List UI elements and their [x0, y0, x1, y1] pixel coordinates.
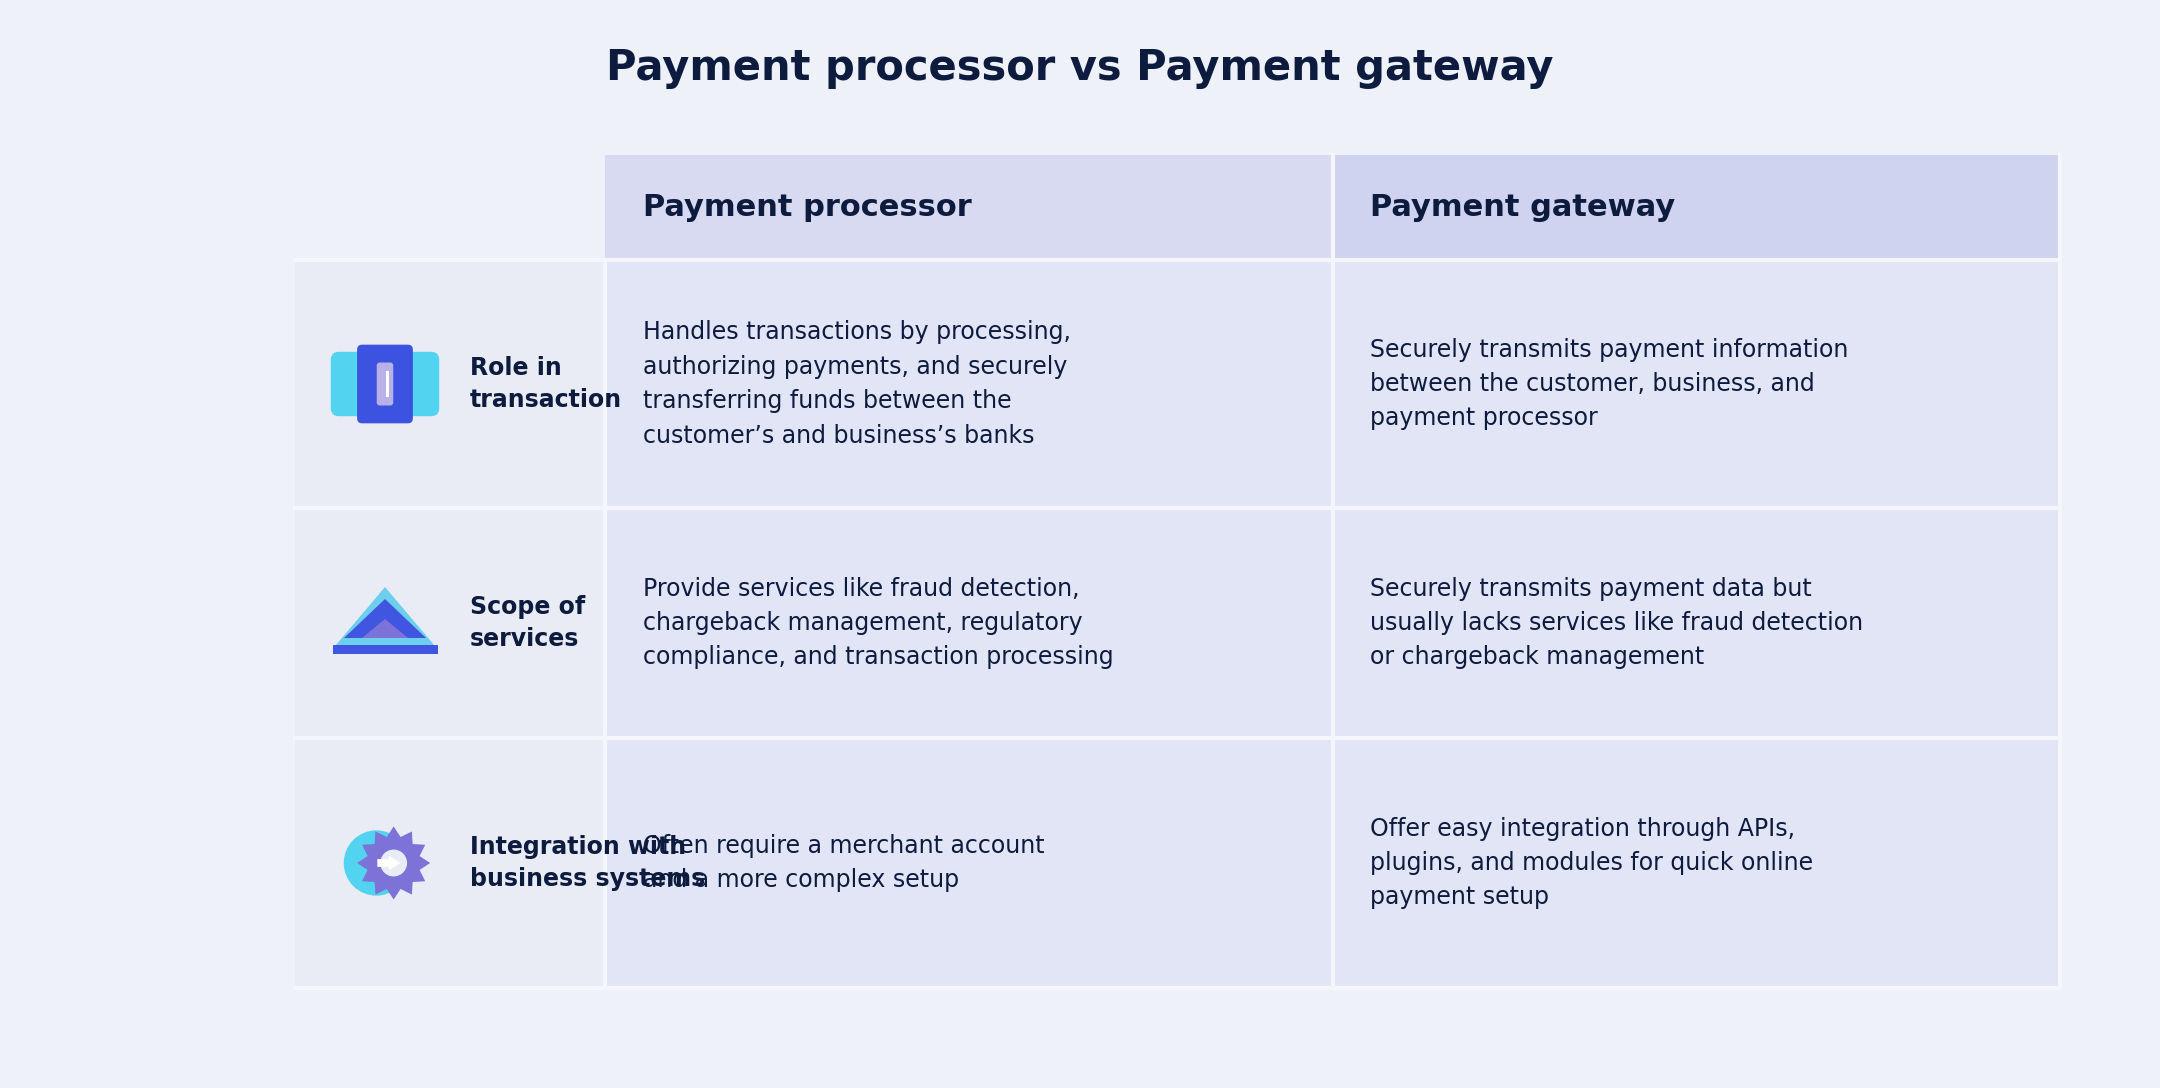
- FancyBboxPatch shape: [605, 154, 1333, 260]
- FancyBboxPatch shape: [356, 345, 413, 423]
- FancyBboxPatch shape: [296, 738, 605, 988]
- FancyBboxPatch shape: [376, 362, 393, 406]
- FancyBboxPatch shape: [296, 508, 605, 738]
- FancyBboxPatch shape: [296, 260, 605, 508]
- Polygon shape: [343, 599, 426, 638]
- Text: Role in
transaction: Role in transaction: [471, 356, 622, 411]
- Text: Provide services like fraud detection,
chargeback management, regulatory
complia: Provide services like fraud detection, c…: [644, 577, 1115, 669]
- Text: Handles transactions by processing,
authorizing payments, and securely
transferr: Handles transactions by processing, auth…: [644, 320, 1071, 447]
- Polygon shape: [333, 588, 438, 650]
- FancyBboxPatch shape: [1333, 738, 2061, 988]
- Text: Scope of
services: Scope of services: [471, 595, 585, 651]
- FancyBboxPatch shape: [1333, 260, 2061, 508]
- Text: Securely transmits payment information
between the customer, business, and
payme: Securely transmits payment information b…: [1369, 337, 1849, 431]
- FancyBboxPatch shape: [1333, 508, 2061, 738]
- Circle shape: [380, 850, 406, 877]
- FancyBboxPatch shape: [330, 351, 438, 417]
- FancyBboxPatch shape: [605, 260, 1333, 508]
- Text: Payment gateway: Payment gateway: [1369, 193, 1676, 222]
- Text: Offer easy integration through APIs,
plugins, and modules for quick online
payme: Offer easy integration through APIs, plu…: [1369, 817, 1814, 910]
- Polygon shape: [356, 827, 430, 900]
- Polygon shape: [363, 619, 408, 638]
- FancyBboxPatch shape: [387, 371, 389, 397]
- FancyBboxPatch shape: [605, 508, 1333, 738]
- FancyBboxPatch shape: [333, 645, 438, 654]
- Text: Securely transmits payment data but
usually lacks services like fraud detection
: Securely transmits payment data but usua…: [1369, 577, 1864, 669]
- Text: Payment processor vs Payment gateway: Payment processor vs Payment gateway: [607, 47, 1553, 89]
- FancyBboxPatch shape: [1333, 154, 2061, 260]
- Text: Integration with
business systems: Integration with business systems: [471, 836, 706, 891]
- Text: Often require a merchant account
and a more complex setup: Often require a merchant account and a m…: [644, 833, 1045, 892]
- Circle shape: [343, 830, 408, 895]
- Text: Payment processor: Payment processor: [644, 193, 972, 222]
- FancyBboxPatch shape: [605, 738, 1333, 988]
- Polygon shape: [378, 855, 400, 870]
